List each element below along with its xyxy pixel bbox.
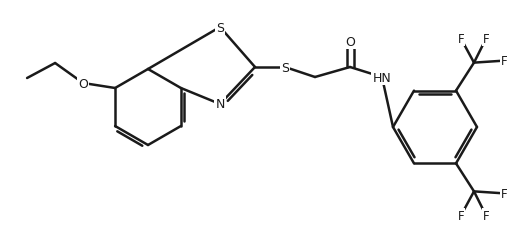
Text: F: F: [501, 55, 507, 68]
Text: HN: HN: [372, 71, 391, 84]
Text: S: S: [281, 61, 289, 74]
Text: S: S: [216, 21, 224, 34]
Text: F: F: [458, 33, 464, 46]
Text: N: N: [215, 98, 225, 111]
Text: F: F: [501, 187, 507, 200]
Text: O: O: [78, 77, 88, 90]
Text: F: F: [483, 209, 489, 222]
Text: O: O: [345, 35, 355, 48]
Text: F: F: [483, 33, 489, 46]
Text: F: F: [458, 209, 464, 222]
